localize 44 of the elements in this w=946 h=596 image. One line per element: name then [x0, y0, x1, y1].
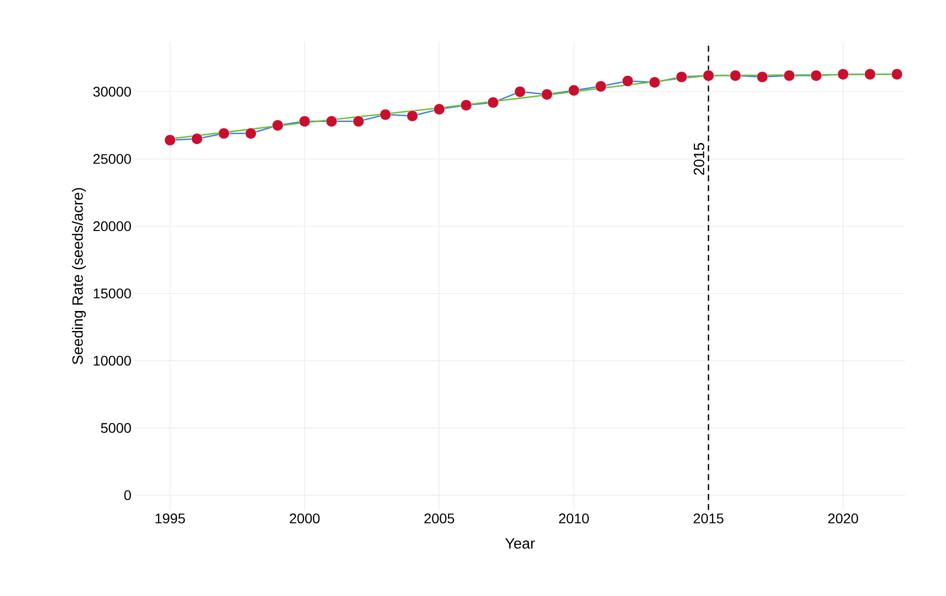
ref-line-label: 2015: [694, 142, 704, 175]
point: [810, 70, 822, 82]
point: [514, 86, 526, 98]
point: [891, 68, 903, 80]
x-tick-label: 1995: [156, 513, 185, 524]
point: [730, 70, 742, 82]
x-tick-label: 2005: [424, 513, 454, 524]
point: [837, 68, 849, 80]
point: [460, 100, 472, 111]
point: [245, 128, 256, 140]
point: [434, 104, 445, 115]
y-tick-label: 5000: [101, 423, 131, 433]
y-axis-title: Seeding Rate (seeds/acre): [72, 188, 86, 364]
point: [218, 128, 230, 140]
point: [622, 75, 634, 87]
point: [756, 71, 768, 83]
point: [568, 84, 580, 96]
x-tick-label: 2020: [828, 513, 858, 524]
y-tick-label: 0: [124, 490, 131, 500]
point: [648, 76, 660, 88]
point: [487, 96, 499, 108]
point: [352, 116, 364, 128]
point: [864, 68, 876, 80]
y-tick-label: 15000: [94, 288, 131, 298]
x-tick-label: 2000: [290, 513, 320, 524]
x-axis-title: Year: [505, 538, 535, 549]
x-tick-label: 2010: [559, 513, 589, 524]
point: [784, 70, 795, 82]
y-tick-label: 25000: [93, 154, 131, 164]
point: [191, 133, 203, 144]
y-tick-label: 20000: [93, 221, 131, 232]
point: [164, 134, 176, 146]
y-tick-label: 10000: [94, 356, 131, 366]
point: [298, 116, 310, 128]
x-tick-label: 2015: [694, 513, 724, 524]
point: [380, 108, 392, 120]
point: [272, 120, 284, 132]
y-tick-label: 30000: [93, 86, 131, 97]
point: [541, 88, 553, 100]
point: [326, 116, 338, 128]
point: [595, 80, 606, 92]
point: [676, 71, 688, 83]
point: [406, 110, 418, 122]
point: [702, 70, 714, 82]
